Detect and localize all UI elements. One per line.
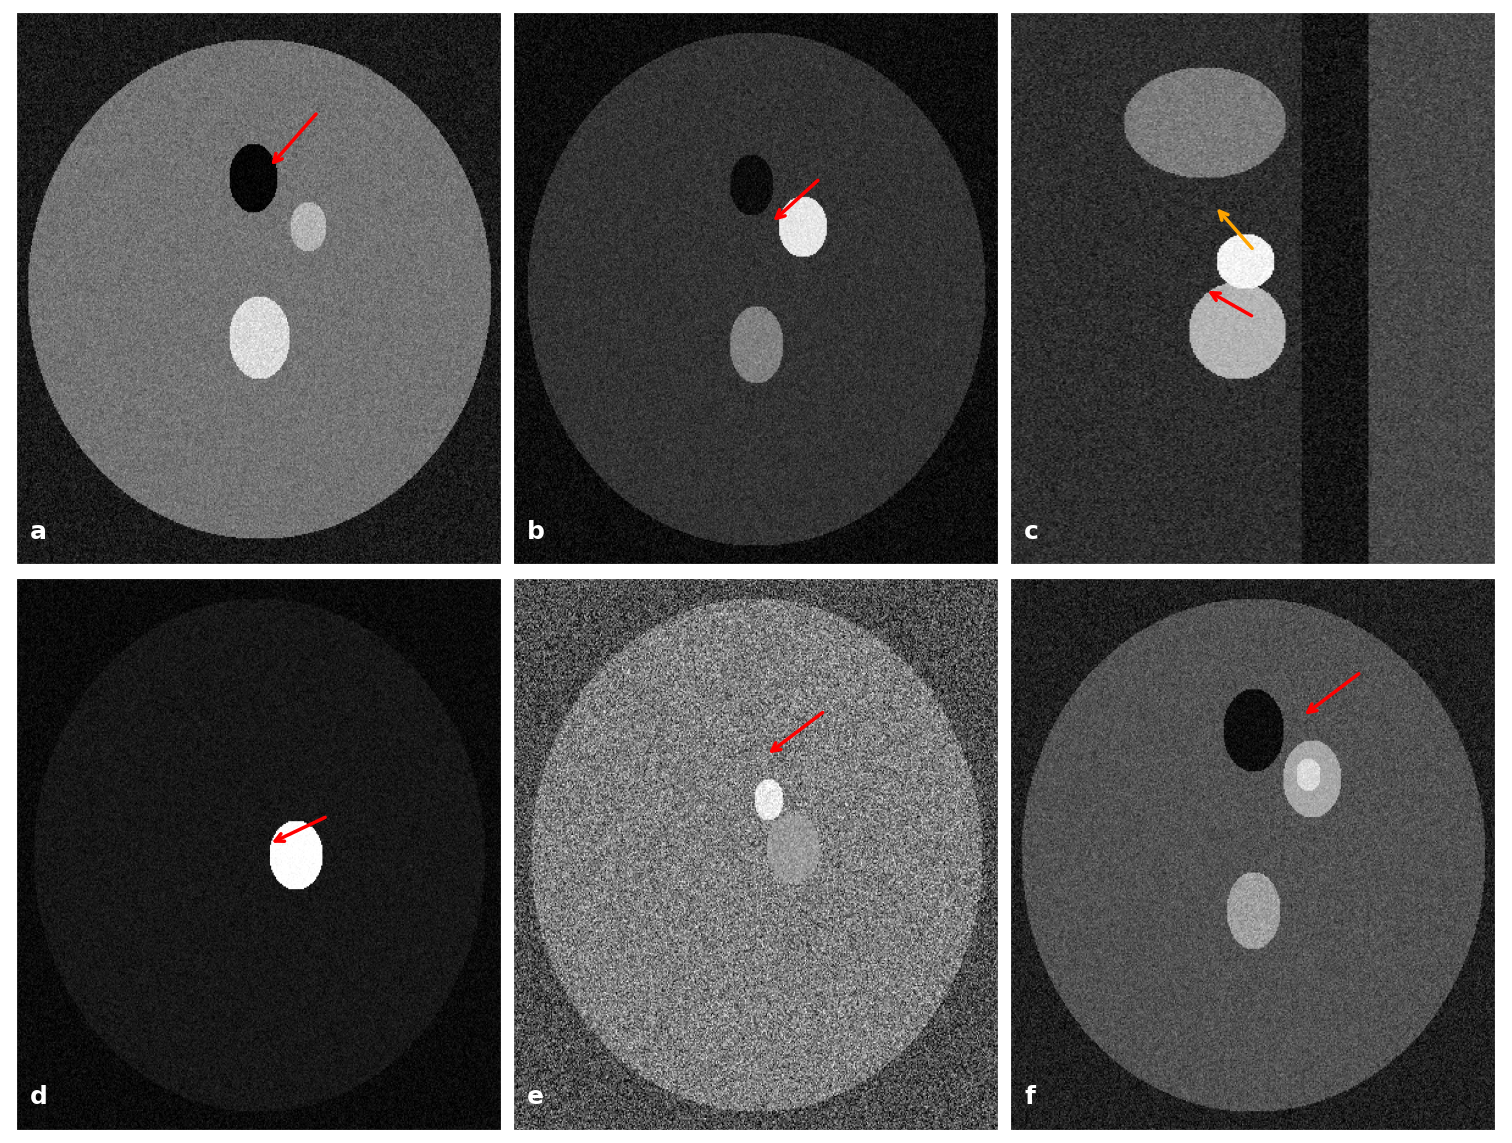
Text: b: b bbox=[526, 520, 544, 544]
Text: a: a bbox=[30, 520, 47, 544]
Text: e: e bbox=[526, 1086, 544, 1110]
Text: c: c bbox=[1024, 520, 1039, 544]
Text: d: d bbox=[30, 1086, 47, 1110]
Text: f: f bbox=[1024, 1086, 1034, 1110]
